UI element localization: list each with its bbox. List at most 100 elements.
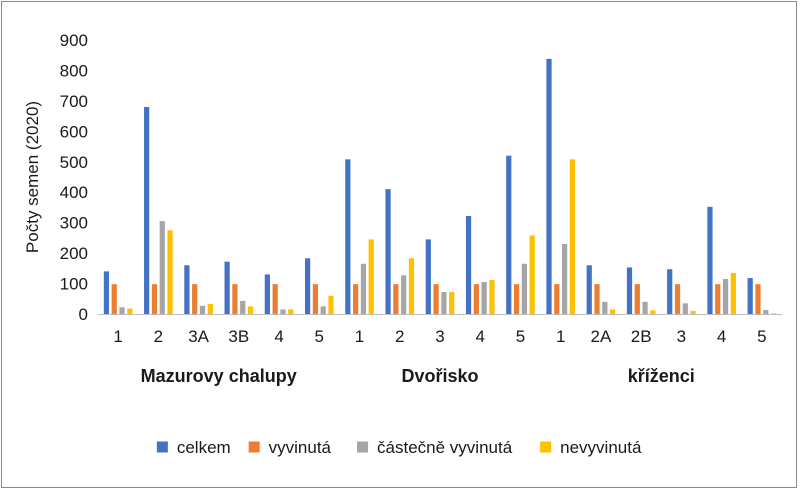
bar-celkem — [747, 278, 753, 314]
bar-částečně-vyvinutá — [562, 243, 568, 314]
bar-částečně-vyvinutá — [119, 307, 125, 314]
legend-label: částečně vyvinutá — [377, 438, 513, 457]
bar-vyvinutá — [433, 284, 439, 314]
legend-item-částečně-vyvinutá: částečně vyvinutá — [357, 438, 513, 457]
y-tick-label: 800 — [60, 61, 88, 80]
bar-vyvinutá — [192, 284, 198, 314]
y-tick-label: 300 — [60, 214, 88, 233]
bar-částečně-vyvinutá — [642, 301, 648, 314]
bar-nevyvinutá — [127, 308, 133, 314]
legend-swatch — [357, 441, 369, 453]
bar-celkem — [144, 106, 150, 314]
x-tick-label: 4 — [476, 327, 485, 346]
x-tick-label: 3A — [188, 327, 209, 346]
bar-vyvinutá — [513, 284, 520, 314]
bar-nevyvinutá — [650, 310, 656, 314]
group-label: Dvořisko — [401, 366, 478, 386]
bar-částečně-vyvinutá — [240, 300, 246, 314]
bar-celkem — [626, 267, 633, 314]
bar-celkem — [707, 206, 713, 314]
bar-celkem — [506, 155, 512, 314]
y-tick-label: 400 — [60, 183, 88, 202]
x-tick-label: 2 — [154, 327, 163, 346]
bar-celkem — [345, 159, 351, 314]
y-tick-label: 700 — [60, 92, 88, 111]
x-tick-label: 4 — [274, 327, 283, 346]
bar-celkem — [264, 274, 270, 314]
legend-item-celkem: celkem — [156, 438, 231, 457]
bar-částečně-vyvinutá — [360, 263, 367, 314]
bar-částečně-vyvinutá — [441, 292, 447, 314]
bar-částečně-vyvinutá — [320, 306, 326, 314]
y-tick-label: 900 — [60, 31, 88, 50]
x-tick-label: 3B — [228, 327, 249, 346]
legend-item-vyvinutá: vyvinutá — [248, 438, 332, 457]
bar-částečně-vyvinutá — [763, 310, 769, 314]
bar-celkem — [103, 271, 110, 314]
bar-nevyvinutá — [288, 309, 294, 314]
bar-celkem — [385, 189, 391, 314]
x-tick-label: 5 — [315, 327, 324, 346]
bar-částečně-vyvinutá — [722, 278, 729, 314]
bar-vyvinutá — [594, 284, 600, 314]
legend-item-nevyvinutá: nevyvinutá — [540, 438, 642, 457]
y-tick-label: 0 — [79, 305, 88, 324]
bar-částečně-vyvinutá — [481, 282, 487, 314]
x-tick-label: 1 — [556, 327, 565, 346]
bar-částečně-vyvinutá — [521, 263, 527, 314]
bar-nevyvinutá — [207, 303, 213, 314]
bar-celkem — [586, 265, 592, 314]
legend-label: vyvinutá — [269, 438, 332, 457]
x-tick-label: 2B — [631, 327, 652, 346]
bar-nevyvinutá — [489, 279, 495, 314]
x-tick-label: 4 — [717, 327, 726, 346]
bar-částečně-vyvinutá — [602, 301, 608, 314]
bar-nevyvinutá — [408, 258, 415, 314]
x-tick-label: 5 — [757, 327, 766, 346]
y-axis-label: Počty semen (2020) — [23, 101, 42, 253]
bar-celkem — [425, 239, 431, 314]
bar-nevyvinutá — [247, 306, 254, 314]
bar-vyvinutá — [715, 284, 721, 314]
bar-vyvinutá — [111, 284, 117, 314]
bar-vyvinutá — [634, 284, 640, 314]
x-tick-label: 5 — [516, 327, 525, 346]
bar-nevyvinutá — [569, 159, 576, 314]
bar-vyvinutá — [151, 284, 158, 314]
bar-nevyvinutá — [368, 239, 374, 314]
bar-vyvinutá — [312, 284, 318, 314]
bar-celkem — [667, 269, 673, 314]
bar-vyvinutá — [554, 284, 560, 314]
legend-swatch — [540, 441, 552, 453]
bar-nevyvinutá — [449, 292, 455, 314]
legend-label: nevyvinutá — [560, 438, 642, 457]
x-tick-label: 2 — [395, 327, 404, 346]
bar-nevyvinutá — [690, 310, 696, 314]
bar-nevyvinutá — [529, 235, 535, 314]
bar-nevyvinutá — [730, 272, 736, 314]
x-tick-label: 3 — [435, 327, 444, 346]
bar-vyvinutá — [353, 284, 359, 314]
bar-částečně-vyvinutá — [280, 309, 286, 314]
group-label: Mazurovy chalupy — [141, 366, 297, 386]
x-tick-label: 2A — [591, 327, 612, 346]
bar-celkem — [546, 58, 552, 314]
y-tick-label: 100 — [60, 275, 88, 294]
y-tick-label: 500 — [60, 153, 88, 172]
bar-vyvinutá — [473, 284, 479, 314]
bar-celkem — [224, 261, 230, 314]
bar-nevyvinutá — [770, 313, 777, 314]
bar-vyvinutá — [393, 284, 399, 314]
x-tick-label: 1 — [355, 327, 364, 346]
bar-částečně-vyvinutá — [159, 221, 165, 314]
legend-swatch — [248, 441, 260, 453]
group-label: kříženci — [628, 366, 695, 386]
bar-vyvinutá — [232, 284, 238, 314]
bar-částečně-vyvinutá — [682, 303, 688, 314]
legend-swatch — [156, 441, 168, 453]
y-tick-label: 200 — [60, 244, 88, 263]
bar-částečně-vyvinutá — [401, 275, 407, 314]
bar-vyvinutá — [755, 284, 761, 314]
